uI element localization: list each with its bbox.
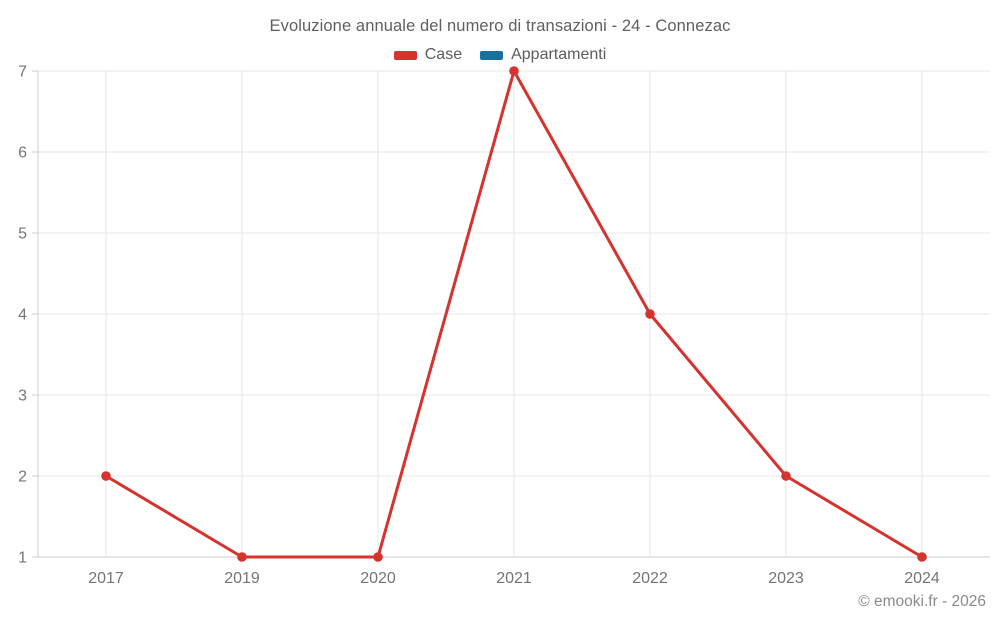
legend: Case Appartamenti — [0, 46, 1000, 64]
chart-title: Evoluzione annuale del numero di transaz… — [269, 17, 731, 35]
legend-label-appartamenti: Appartamenti — [511, 46, 607, 63]
data-point-case[interactable] — [781, 471, 791, 481]
data-point-case[interactable] — [237, 552, 247, 562]
data-point-case[interactable] — [645, 309, 655, 319]
x-tick-label: 2021 — [496, 570, 532, 587]
y-tick-label: 3 — [18, 388, 27, 405]
data-point-case[interactable] — [373, 552, 383, 562]
y-tick-label: 7 — [18, 64, 27, 81]
legend-item-appartamenti[interactable]: Appartamenti — [480, 46, 606, 64]
x-tick-label: 2024 — [904, 570, 940, 587]
y-tick-label: 4 — [18, 307, 27, 324]
legend-swatch-appartamenti-icon — [480, 50, 504, 60]
y-tick-label: 2 — [18, 469, 27, 486]
data-point-case[interactable] — [917, 552, 927, 562]
x-tick-label: 2019 — [224, 570, 260, 587]
x-tick-label: 2017 — [88, 570, 124, 587]
x-tick-label: 2022 — [632, 570, 668, 587]
x-tick-label: 2020 — [360, 570, 396, 587]
legend-label-case: Case — [424, 46, 463, 63]
data-point-case[interactable] — [101, 471, 111, 481]
y-tick-label: 6 — [18, 145, 27, 162]
y-tick-label: 1 — [18, 550, 27, 567]
copyright: © emooki.fr - 2026 — [858, 593, 986, 610]
legend-item-case[interactable]: Case — [393, 46, 463, 64]
data-point-case[interactable] — [509, 66, 519, 76]
x-tick-label: 2023 — [768, 570, 804, 587]
legend-swatch-case-icon — [393, 50, 417, 60]
y-tick-label: 5 — [18, 226, 27, 243]
